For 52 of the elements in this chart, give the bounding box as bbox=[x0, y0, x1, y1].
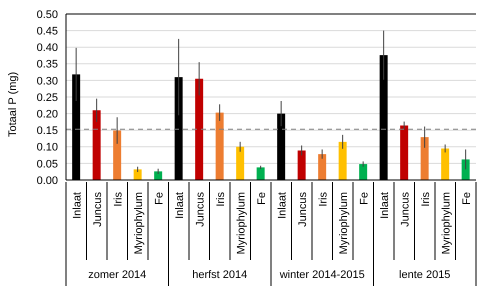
x-tick-label: Iris bbox=[420, 192, 432, 207]
text: herfst 2014 bbox=[192, 269, 248, 281]
x-tick-label: Inlaat bbox=[174, 192, 186, 219]
text: lente 2015 bbox=[399, 269, 450, 281]
x-tick-label: Juncus bbox=[399, 192, 412, 227]
x-tick-label: Fe bbox=[460, 192, 473, 205]
x-tick-label: Myriophylum bbox=[440, 192, 452, 254]
text: zomer 2014 bbox=[88, 269, 146, 281]
x-tick-label: Iris bbox=[317, 192, 330, 207]
y-tick-label: 0.40 bbox=[36, 42, 58, 54]
x-tick-label: Inlaat bbox=[276, 192, 288, 219]
bar bbox=[236, 146, 244, 180]
y-tick-label: 0.15 bbox=[36, 125, 58, 138]
bar bbox=[420, 137, 429, 180]
x-tick-label: Myriophylum bbox=[235, 192, 248, 254]
bar bbox=[318, 154, 326, 180]
bar bbox=[400, 126, 408, 180]
y-tick-label: 0.50 bbox=[36, 8, 58, 21]
y-tick-label: 0.05 bbox=[36, 158, 58, 170]
y-axis-title: Totaal P (mg) bbox=[6, 72, 19, 137]
y-tick-label: 0.45 bbox=[36, 26, 58, 38]
x-tick-label: Inlaat bbox=[378, 192, 391, 219]
x-tick-label: Myriophylum bbox=[338, 192, 350, 254]
x-tick-label: Fe bbox=[153, 192, 166, 205]
bar bbox=[92, 110, 101, 180]
y-tick-label: 0.00 bbox=[36, 174, 58, 187]
x-tick-label: Myriophylum bbox=[132, 192, 145, 254]
x-tick-label: Fe bbox=[358, 192, 370, 205]
x-tick-label: Juncus bbox=[92, 192, 104, 227]
y-tick-label: 0.10 bbox=[36, 142, 58, 154]
y-tick-label: 0.35 bbox=[36, 58, 58, 71]
bar bbox=[154, 171, 162, 180]
bar bbox=[338, 142, 347, 180]
y-tick-label: 0.20 bbox=[36, 108, 58, 121]
bar bbox=[195, 78, 204, 180]
bar bbox=[113, 130, 122, 180]
bar bbox=[462, 159, 470, 180]
bar bbox=[359, 164, 368, 180]
text: winter 2014-2015 bbox=[278, 269, 365, 281]
x-tick-label: Inlaat bbox=[71, 192, 84, 219]
x-tick-label: Juncus bbox=[296, 192, 309, 227]
bar bbox=[134, 169, 142, 180]
bar bbox=[298, 150, 306, 180]
x-tick-label: Fe bbox=[256, 192, 268, 205]
y-tick-label: 0.30 bbox=[36, 75, 58, 88]
bar bbox=[256, 167, 265, 180]
x-tick-label: Iris bbox=[214, 192, 227, 207]
y-tick-label: 0.25 bbox=[36, 92, 58, 104]
bar bbox=[216, 112, 224, 180]
x-tick-label: Iris bbox=[112, 192, 124, 207]
x-tick-label: Juncus bbox=[194, 192, 206, 227]
bar bbox=[441, 148, 450, 180]
